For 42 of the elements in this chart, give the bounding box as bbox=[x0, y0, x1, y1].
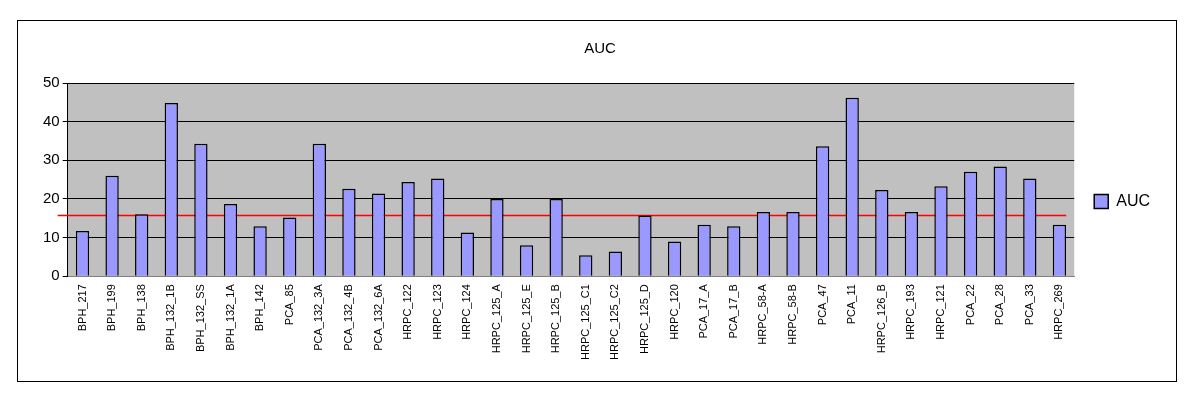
x-tick-label: HRPC_120 bbox=[667, 284, 680, 340]
x-tick-label: BPH_138 bbox=[134, 284, 147, 332]
x-tick-label: HRPC_125_C2 bbox=[608, 284, 621, 361]
x-tick-label: PCA_132_6A bbox=[371, 283, 384, 351]
x-tick-label: HRPC_124 bbox=[460, 284, 473, 340]
x-tick-label: BPH_199 bbox=[105, 284, 118, 332]
x-tick-label: HRPC_58-B bbox=[786, 284, 799, 345]
x-tick-label: PCA_132_3A bbox=[312, 283, 325, 351]
x-tick-label: BPH_217 bbox=[75, 284, 88, 332]
x-tick-label: HRPC_125_E bbox=[519, 284, 532, 354]
y-tick-label: 30 bbox=[43, 150, 60, 168]
y-tick-label: 20 bbox=[43, 189, 60, 207]
x-tick-label: PCA_33 bbox=[1022, 284, 1035, 326]
y-tick-label: 0 bbox=[51, 266, 60, 284]
x-tick-label: PCA_11 bbox=[845, 284, 858, 325]
x-tick-label: PCA_85 bbox=[282, 284, 295, 326]
x-tick-label: BPH_132_1A bbox=[223, 283, 236, 351]
x-tick-label: PCA_22 bbox=[963, 284, 976, 326]
legend-label: AUC bbox=[1116, 191, 1150, 209]
x-tick-label: HRPC_58-A bbox=[756, 283, 769, 345]
chart-title: AUC bbox=[584, 39, 616, 57]
x-tick-label: PCA_17_B bbox=[726, 284, 739, 339]
x-tick-label: BPH_132_1B bbox=[164, 284, 177, 351]
x-tick-label: BPH_132_SS bbox=[193, 284, 206, 353]
x-tick-label: HRPC_193 bbox=[904, 284, 917, 340]
x-tick-label: HRPC_121 bbox=[934, 284, 947, 340]
x-tick-label: BPH_142 bbox=[253, 284, 266, 332]
x-tick-label: HRPC_125_B bbox=[549, 284, 562, 354]
x-tick-label: HRPC_122 bbox=[401, 284, 414, 340]
x-tick-label: HRPC_125_C1 bbox=[578, 284, 591, 361]
x-tick-label: HRPC_126_B bbox=[874, 284, 887, 354]
y-tick-label: 50 bbox=[43, 73, 60, 91]
x-tick-label: HRPC_123 bbox=[430, 284, 443, 340]
x-tick-label: HRPC_125_A bbox=[489, 283, 502, 354]
x-tick-label: PCA_28 bbox=[993, 284, 1006, 326]
x-tick-label: PCA_47 bbox=[815, 284, 828, 326]
x-tick-label: HRPC_269 bbox=[1052, 284, 1065, 340]
x-tick-label: HRPC_125_D bbox=[637, 284, 650, 354]
x-tick-label: PCA_132_4B bbox=[341, 284, 354, 351]
x-tick-label: PCA_17_A bbox=[697, 283, 710, 339]
y-tick-label: 10 bbox=[43, 227, 60, 245]
y-tick-label: 40 bbox=[43, 111, 60, 129]
